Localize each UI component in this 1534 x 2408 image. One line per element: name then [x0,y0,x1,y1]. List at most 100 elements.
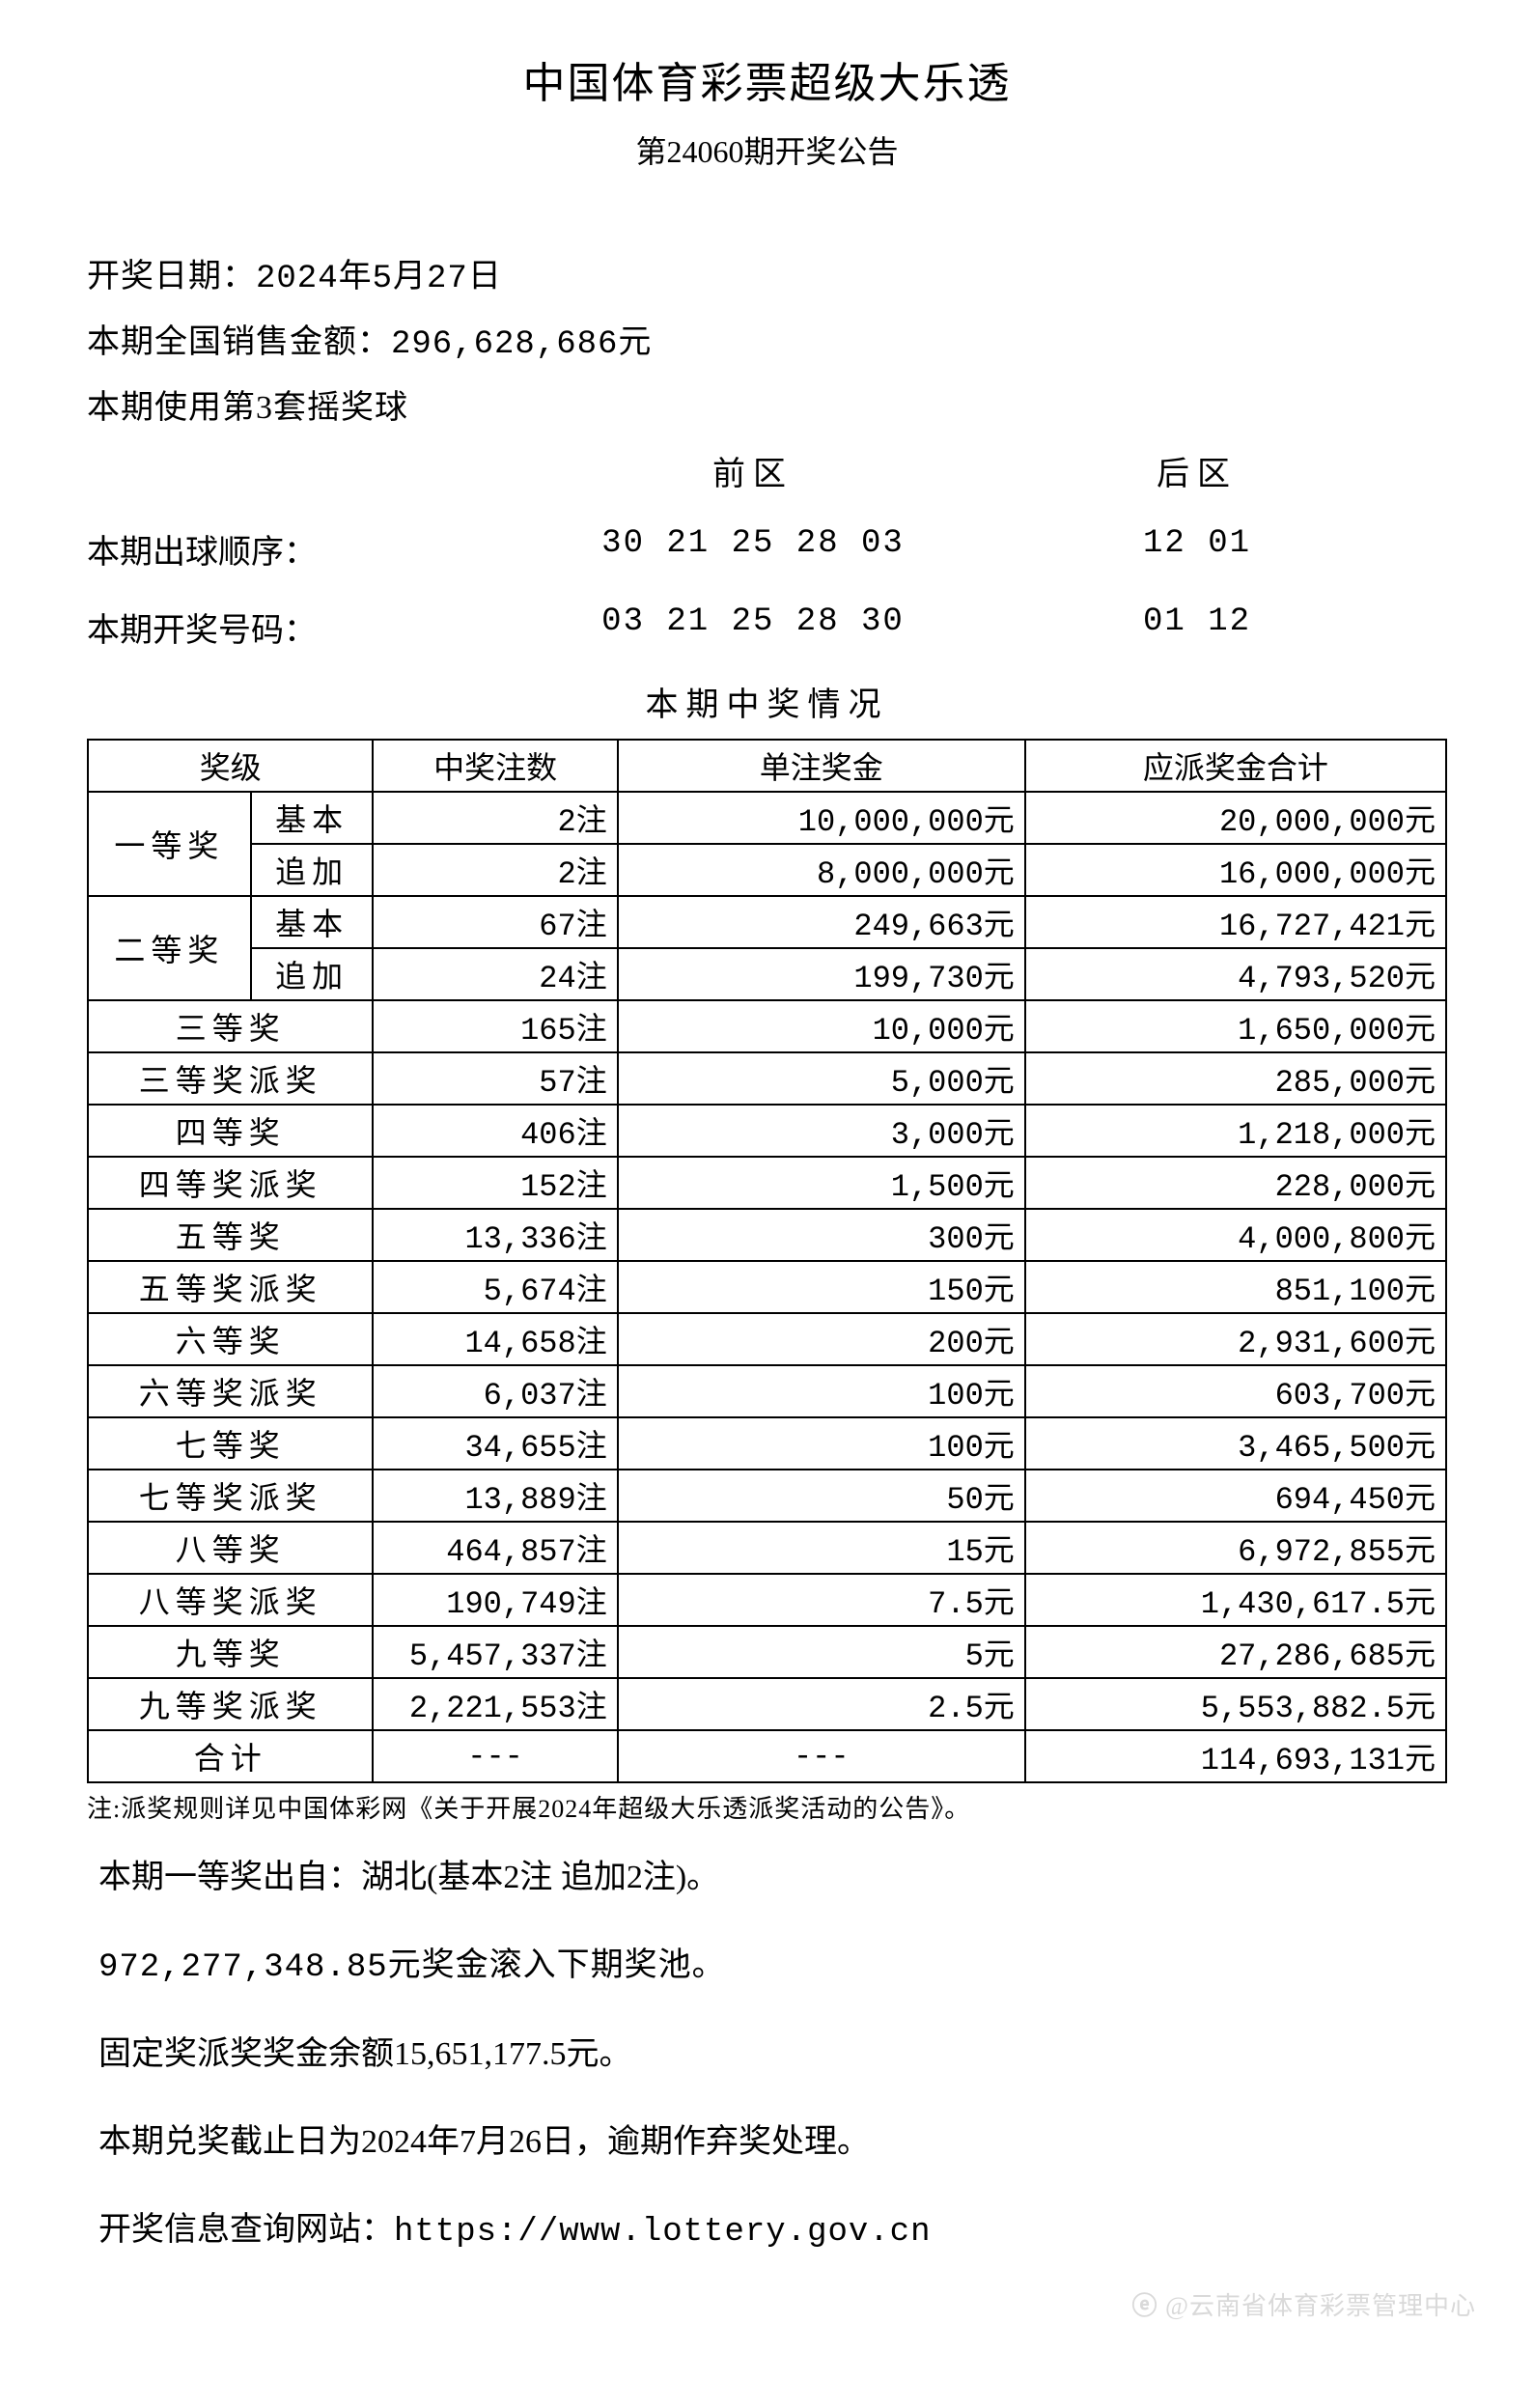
cell-count: 6,037注 [373,1365,617,1417]
cell-total: 1,218,000元 [1025,1105,1446,1157]
footer-line-4: 本期兑奖截止日为2024年7月26日，逾期作弃奖处理。 [98,2114,1447,2162]
announcement-page: 中国体育彩票超级大乐透 第24060期开奖公告 开奖日期：2024年5月27日 … [0,0,1534,2330]
sales-value: 296,628,686元 [391,326,652,363]
cell-unit: 100元 [618,1417,1025,1470]
cell-level: 九等奖 [88,1626,373,1678]
back-zone-label: 后区 [1014,447,1381,494]
cell-unit: 10,000,000元 [618,792,1025,844]
cell-count: 13,889注 [373,1470,617,1522]
cell-total: 851,100元 [1025,1261,1446,1313]
cell-total-unit: --- [618,1730,1025,1782]
cell-count: 5,674注 [373,1261,617,1313]
website-label: 开奖信息查询网站： [98,2212,394,2248]
table-row: 九等奖派奖2,221,553注2.5元5,553,882.5元 [88,1678,1446,1730]
cell-level: 九等奖派奖 [88,1678,373,1730]
cell-unit: 5,000元 [618,1052,1025,1105]
table-row: 六等奖派奖6,037注100元603,700元 [88,1365,1446,1417]
cell-sub: 基本 [251,896,374,948]
at-icon: ⓔ [1132,2292,1158,2320]
cell-unit: 1,500元 [618,1157,1025,1209]
cell-count: 165注 [373,1000,617,1052]
cell-level: 八等奖派奖 [88,1574,373,1626]
table-row: 三等奖派奖57注5,000元285,000元 [88,1052,1446,1105]
cell-count: 13,336注 [373,1209,617,1261]
cell-count: 190,749注 [373,1574,617,1626]
header-level: 奖级 [88,740,373,792]
table-row: 六等奖14,658注200元2,931,600元 [88,1313,1446,1365]
cell-count: 14,658注 [373,1313,617,1365]
cell-total-count: --- [373,1730,617,1782]
page-subtitle: 第24060期开奖公告 [87,127,1447,172]
cell-count: 152注 [373,1157,617,1209]
cell-total: 20,000,000元 [1025,792,1446,844]
draw-date-line: 开奖日期：2024年5月27日 [87,249,1447,297]
ballset-line: 本期使用第3套摇奖球 [87,380,1447,428]
cell-count: 2注 [373,792,617,844]
cell-level: 一等奖 [88,792,251,896]
draw-order-front: 30 21 25 28 03 [492,525,1014,573]
cell-unit: 249,663元 [618,896,1025,948]
cell-sub: 追加 [251,844,374,896]
cell-total: 2,931,600元 [1025,1313,1446,1365]
cell-unit: 200元 [618,1313,1025,1365]
footer-line-2: 972,277,348.85元奖金滚入下期奖池。 [98,1938,1447,1986]
table-row: 三等奖165注10,000元1,650,000元 [88,1000,1446,1052]
cell-level: 五等奖 [88,1209,373,1261]
cell-unit: 300元 [618,1209,1025,1261]
cell-level: 三等奖 [88,1000,373,1052]
footer-line-1: 本期一等奖出自：湖北(基本2注 追加2注)。 [98,1850,1447,1897]
draw-order-back: 12 01 [1014,525,1381,573]
prize-table: 奖级 中奖注数 单注奖金 应派奖金合计 一等奖 基本 2注 10,000,000… [87,739,1447,1783]
cell-total: 694,450元 [1025,1470,1446,1522]
cell-level: 六等奖 [88,1313,373,1365]
cell-total: 4,000,800元 [1025,1209,1446,1261]
cell-level: 七等奖 [88,1417,373,1470]
front-zone-label: 前区 [492,447,1014,494]
cell-total: 27,286,685元 [1025,1626,1446,1678]
table-row: 七等奖派奖13,889注50元694,450元 [88,1470,1446,1522]
winning-front: 03 21 25 28 30 [492,603,1014,651]
table-row: 一等奖 基本 2注 10,000,000元 20,000,000元 [88,792,1446,844]
table-row: 五等奖13,336注300元4,000,800元 [88,1209,1446,1261]
cell-level: 七等奖派奖 [88,1470,373,1522]
cell-level: 二等奖 [88,896,251,1000]
cell-unit: 15元 [618,1522,1025,1574]
cell-sub: 基本 [251,792,374,844]
cell-level: 三等奖派奖 [88,1052,373,1105]
cell-total: 1,430,617.5元 [1025,1574,1446,1626]
cell-count: 406注 [373,1105,617,1157]
cell-count: 34,655注 [373,1417,617,1470]
table-row: 四等奖派奖152注1,500元228,000元 [88,1157,1446,1209]
cell-total: 6,972,855元 [1025,1522,1446,1574]
cell-total: 228,000元 [1025,1157,1446,1209]
table-row: 追加 24注 199,730元 4,793,520元 [88,948,1446,1000]
numbers-grid: 前区 后区 本期出球顺序： 30 21 25 28 03 12 01 本期开奖号… [87,447,1447,651]
cell-level: 四等奖派奖 [88,1157,373,1209]
watermark-text: @云南省体育彩票管理中心 [1165,2292,1476,2320]
watermark: ⓔ @云南省体育彩票管理中心 [1132,2286,1476,2322]
cell-count: 57注 [373,1052,617,1105]
table-row: 追加 2注 8,000,000元 16,000,000元 [88,844,1446,896]
cell-total-total: 114,693,131元 [1025,1730,1446,1782]
cell-total: 603,700元 [1025,1365,1446,1417]
cell-total: 1,650,000元 [1025,1000,1446,1052]
cell-total: 4,793,520元 [1025,948,1446,1000]
cell-total: 16,727,421元 [1025,896,1446,948]
cell-level: 四等奖 [88,1105,373,1157]
cell-unit: 100元 [618,1365,1025,1417]
winning-back: 01 12 [1014,603,1381,651]
page-title: 中国体育彩票超级大乐透 [87,48,1447,110]
website-url: https://www.lottery.gov.cn [394,2214,932,2251]
draw-order-label: 本期出球顺序： [87,525,492,573]
table-row: 四等奖406注3,000元1,218,000元 [88,1105,1446,1157]
sales-label: 本期全国销售金额： [87,324,391,360]
cell-unit: 199,730元 [618,948,1025,1000]
table-row: 八等奖464,857注15元6,972,855元 [88,1522,1446,1574]
cell-count: 2注 [373,844,617,896]
draw-date-value: 2024年5月27日 [256,261,502,297]
table-row: 八等奖派奖190,749注7.5元1,430,617.5元 [88,1574,1446,1626]
table-header-row: 奖级 中奖注数 单注奖金 应派奖金合计 [88,740,1446,792]
header-count: 中奖注数 [373,740,617,792]
cell-count: 24注 [373,948,617,1000]
cell-total-label: 合计 [88,1730,373,1782]
